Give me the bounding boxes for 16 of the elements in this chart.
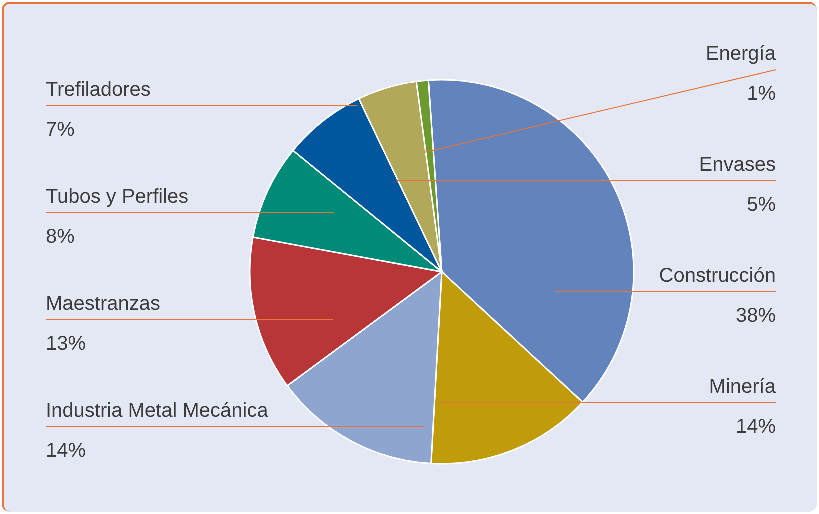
data-label: 7% (46, 119, 76, 141)
data-label: 8% (46, 226, 76, 248)
data-label: 38% (736, 305, 776, 327)
slice-label: Industria Metal Mecánica (46, 400, 270, 422)
slice-label: Envases (699, 154, 776, 176)
slice-label: Tubos y Perfiles (46, 186, 189, 208)
data-label: 1% (747, 83, 776, 105)
slice-label: Minería (709, 376, 777, 398)
data-label: 14% (736, 416, 776, 438)
data-label: 13% (46, 333, 86, 355)
data-label: 5% (747, 194, 776, 216)
slice-label: Energía (706, 43, 777, 65)
data-label: 14% (46, 440, 86, 462)
slice-label: Maestranzas (46, 293, 160, 315)
slice-label: Construcción (659, 265, 776, 287)
slice-label: Trefiladores (46, 79, 151, 101)
